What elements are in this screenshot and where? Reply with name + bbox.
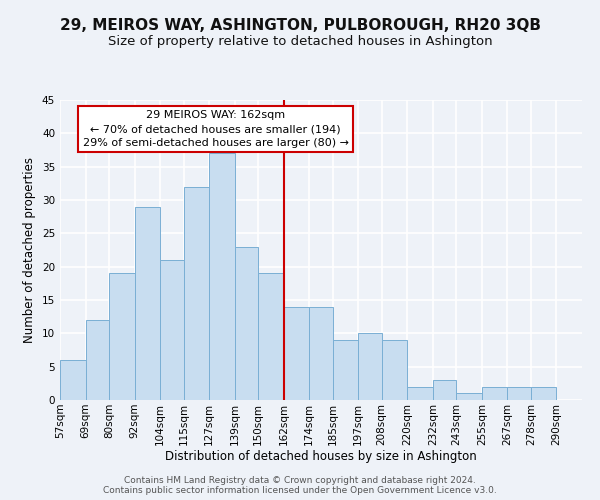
Text: Contains public sector information licensed under the Open Government Licence v3: Contains public sector information licen… xyxy=(103,486,497,495)
Bar xyxy=(407,386,433,400)
Bar xyxy=(456,394,482,400)
Bar xyxy=(482,386,508,400)
Bar xyxy=(531,386,556,400)
Bar xyxy=(333,340,358,400)
Bar xyxy=(382,340,407,400)
Bar xyxy=(209,154,235,400)
Bar xyxy=(309,306,333,400)
Bar xyxy=(258,274,284,400)
Y-axis label: Number of detached properties: Number of detached properties xyxy=(23,157,37,343)
Bar xyxy=(235,246,258,400)
Text: Contains HM Land Registry data © Crown copyright and database right 2024.: Contains HM Land Registry data © Crown c… xyxy=(124,476,476,485)
Bar xyxy=(433,380,456,400)
Bar xyxy=(134,206,160,400)
Bar xyxy=(358,334,382,400)
Bar xyxy=(160,260,184,400)
Bar xyxy=(60,360,86,400)
Bar xyxy=(284,306,309,400)
X-axis label: Distribution of detached houses by size in Ashington: Distribution of detached houses by size … xyxy=(165,450,477,464)
Bar xyxy=(508,386,531,400)
Text: Size of property relative to detached houses in Ashington: Size of property relative to detached ho… xyxy=(107,35,493,48)
Text: 29 MEIROS WAY: 162sqm
← 70% of detached houses are smaller (194)
29% of semi-det: 29 MEIROS WAY: 162sqm ← 70% of detached … xyxy=(83,110,349,148)
Bar xyxy=(86,320,109,400)
Text: 29, MEIROS WAY, ASHINGTON, PULBOROUGH, RH20 3QB: 29, MEIROS WAY, ASHINGTON, PULBOROUGH, R… xyxy=(59,18,541,32)
Bar xyxy=(109,274,134,400)
Bar xyxy=(184,186,209,400)
